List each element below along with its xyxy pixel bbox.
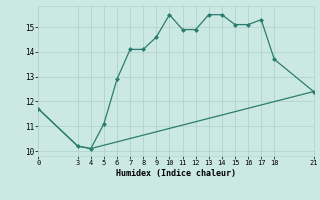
X-axis label: Humidex (Indice chaleur): Humidex (Indice chaleur) <box>116 169 236 178</box>
